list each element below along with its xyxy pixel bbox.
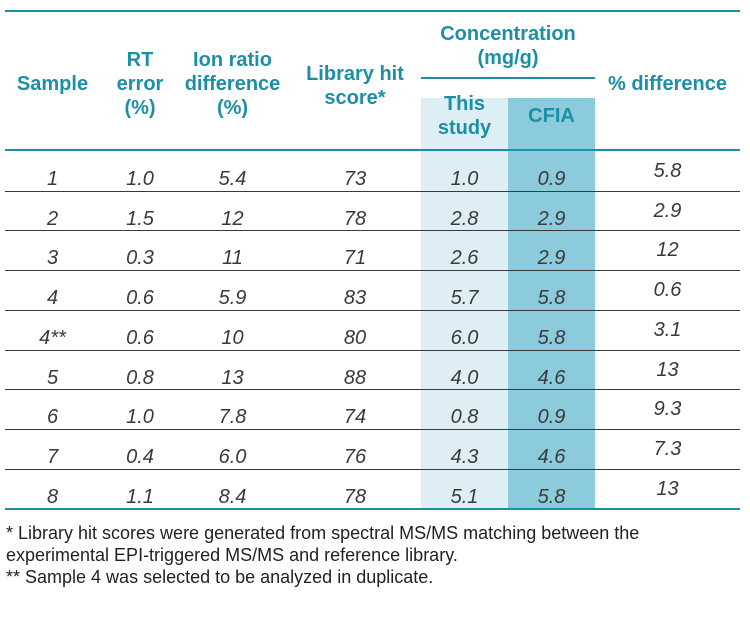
cell-percent-difference: 2.9 [653, 199, 682, 222]
cell-rt-error: 0.8 [126, 366, 154, 389]
cell-cfia: 4.6 [537, 366, 566, 389]
row-divider [5, 270, 740, 272]
cell-sample: 2 [46, 207, 59, 230]
cfia-column-fill [508, 98, 595, 508]
cell-ion-ratio: 8.4 [218, 485, 247, 508]
cell-ion-ratio: 12 [221, 207, 244, 230]
cell-cfia: 0.9 [537, 406, 566, 429]
cell-sample: 6 [46, 406, 59, 429]
cell-percent-difference: 13 [656, 358, 679, 381]
cell-ion-ratio: 13 [221, 366, 244, 389]
header-bottom-rule [5, 149, 740, 151]
cell-library-score: 71 [343, 247, 367, 270]
cell-this-study: 6.0 [450, 326, 479, 349]
cell-library-score: 78 [343, 485, 367, 508]
cell-this-study: 0.8 [450, 406, 479, 429]
header-percent-difference: % difference [608, 73, 727, 95]
cell-rt-error: 1.0 [126, 406, 154, 429]
cell-rt-error: 0.4 [126, 445, 154, 468]
header-library-hit-score: Library hit score* [306, 63, 404, 109]
cell-percent-difference: 5.8 [653, 160, 682, 182]
cell-sample: 5 [46, 366, 59, 389]
row-divider [5, 349, 740, 351]
cell-sample: 7 [46, 445, 59, 468]
cell-library-score: 83 [343, 287, 367, 310]
cell-library-score: 76 [343, 445, 367, 468]
footnote-line-3: ** Sample 4 was selected to be analyzed … [6, 567, 434, 587]
header-sample: Sample [16, 73, 89, 95]
footnote-line-1: * Library hit scores were generated from… [6, 523, 640, 543]
cell-ion-ratio: 5.4 [218, 168, 247, 190]
row-divider [5, 389, 740, 391]
cell-percent-difference: 7.3 [653, 437, 682, 460]
cell-library-score: 73 [343, 168, 367, 190]
cell-this-study: 5.7 [450, 287, 479, 310]
cell-library-score: 78 [343, 207, 367, 230]
cell-cfia: 0.9 [537, 168, 566, 190]
cell-percent-difference: 12 [656, 239, 679, 262]
header-rt-error: RT error (%) [116, 49, 164, 119]
cell-ion-ratio: 7.8 [218, 406, 247, 429]
cell-rt-error: 1.0 [126, 168, 154, 190]
cell-rt-error: 1.5 [126, 207, 154, 230]
cell-sample: 4** [39, 326, 66, 349]
row-divider [5, 468, 740, 470]
cell-this-study: 1.0 [450, 168, 479, 190]
table-top-rule [5, 10, 740, 12]
footnote-line-2: experimental EPI-triggered MS/MS and ref… [6, 545, 458, 565]
cell-rt-error: 0.6 [126, 326, 154, 349]
cell-cfia: 2.9 [537, 207, 566, 230]
cell-rt-error: 0.3 [126, 247, 154, 270]
cell-cfia: 5.8 [537, 485, 566, 508]
header-ion-ratio: Ion ratio difference (%) [184, 49, 281, 119]
cell-sample: 8 [46, 485, 59, 508]
cell-this-study: 4.0 [450, 366, 479, 389]
this-study-column-fill [421, 98, 508, 508]
cell-cfia: 4.6 [537, 445, 566, 468]
cell-this-study: 2.6 [450, 247, 479, 270]
cell-this-study: 2.8 [450, 207, 479, 230]
header-this-study: This study [437, 93, 492, 139]
cell-cfia: 5.8 [537, 287, 566, 310]
row-divider [5, 230, 740, 232]
header-concentration: Concentration (mg/g) [440, 23, 576, 69]
cell-cfia: 2.9 [537, 247, 566, 270]
cell-this-study: 5.1 [450, 485, 479, 508]
cell-ion-ratio: 5.9 [218, 287, 247, 310]
cell-ion-ratio: 10 [221, 326, 244, 349]
concentration-subrule [421, 77, 595, 79]
cell-rt-error: 1.1 [126, 485, 154, 508]
cell-percent-difference: 3.1 [653, 318, 682, 341]
cell-sample: 4 [46, 287, 59, 310]
cell-ion-ratio: 6.0 [218, 445, 247, 468]
cell-library-score: 80 [343, 326, 367, 349]
cell-sample: 1 [46, 168, 59, 190]
row-divider [5, 190, 740, 192]
cell-percent-difference: 9.3 [653, 398, 682, 421]
cell-this-study: 4.3 [450, 445, 479, 468]
header-cfia: CFIA [528, 105, 575, 127]
row-divider [5, 309, 740, 311]
row-divider [5, 428, 740, 430]
cell-cfia: 5.8 [537, 326, 566, 349]
cell-library-score: 74 [343, 406, 367, 429]
cell-sample: 3 [46, 247, 59, 270]
cell-ion-ratio: 11 [222, 247, 243, 270]
cell-library-score: 88 [343, 366, 367, 389]
cell-percent-difference: 13 [656, 477, 679, 500]
table-bottom-rule [5, 508, 740, 510]
cell-rt-error: 0.6 [126, 287, 154, 310]
cell-percent-difference: 0.6 [653, 279, 682, 302]
